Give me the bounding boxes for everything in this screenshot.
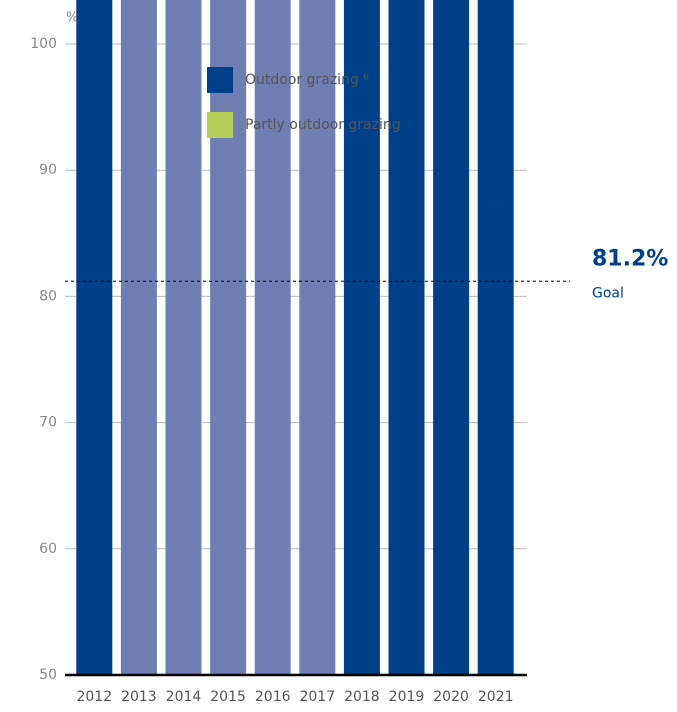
- legend-swatch: [207, 67, 233, 93]
- bar-segment: [433, 0, 470, 676]
- bar-segment: [343, 0, 380, 675]
- bar-segment: [388, 0, 425, 675]
- bar-segment: [254, 0, 291, 676]
- goal-text: Goal: [592, 285, 624, 301]
- legend-swatch: [207, 112, 233, 138]
- x-tick-label: 2018: [344, 689, 380, 705]
- x-tick-label: 2012: [76, 689, 112, 705]
- y-tick-label: 60: [39, 541, 57, 557]
- y-unit: %: [66, 11, 78, 26]
- y-tick-label: 80: [39, 288, 57, 304]
- x-tick-label: 2014: [166, 689, 202, 705]
- bar-segment: [120, 0, 157, 676]
- y-tick-label: 100: [30, 36, 57, 52]
- bar-segment: [76, 0, 113, 676]
- legend-label: Partly outdoor grazing: [245, 117, 401, 133]
- y-tick-label: 70: [39, 415, 57, 431]
- bar-segment: [299, 0, 336, 675]
- value-annotation: 84.0%: [485, 159, 509, 232]
- y-tick-label: 90: [39, 162, 57, 178]
- x-tick-label: 2013: [121, 689, 157, 705]
- x-tick-label: 2017: [299, 689, 335, 705]
- bar-segment: [210, 0, 247, 676]
- y-tick-label: 50: [39, 667, 57, 683]
- bar-segment: [477, 0, 514, 675]
- x-tick-label: 2021: [478, 689, 514, 705]
- x-tick-label: 2020: [433, 689, 469, 705]
- x-tick-label: 2019: [389, 689, 425, 705]
- legend-label: Outdoor grazing ⁶: [245, 72, 369, 88]
- goal-label: 81.2%: [592, 246, 668, 271]
- bar-segment: [165, 0, 202, 676]
- x-tick-label: 2016: [255, 689, 291, 705]
- x-tick-label: 2015: [210, 689, 246, 705]
